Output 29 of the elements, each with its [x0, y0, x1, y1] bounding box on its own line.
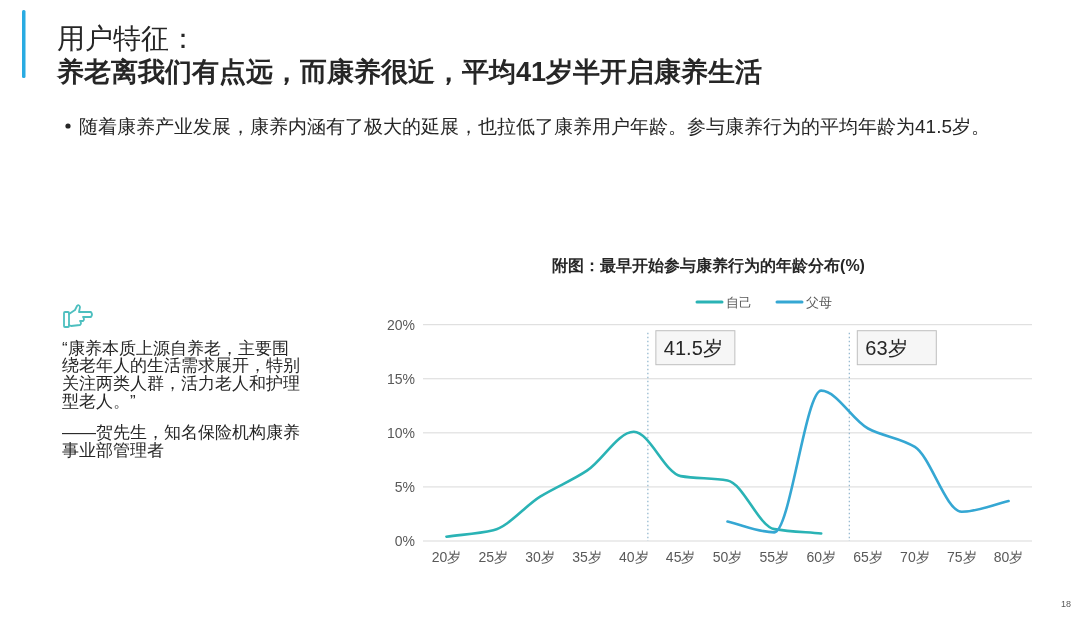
- y-tick-label: 5%: [394, 478, 415, 495]
- ref-line-label: 63岁: [865, 336, 908, 359]
- x-tick-label: 55岁: [759, 549, 790, 565]
- y-tick-label: 0%: [394, 533, 415, 549]
- y-tick-label: 20%: [386, 316, 415, 333]
- ref-line-label: 41.5岁: [663, 336, 723, 359]
- x-tick-label: 60岁: [806, 549, 836, 565]
- x-tick-label: 50岁: [712, 549, 743, 565]
- x-tick-label: 35岁: [572, 549, 602, 565]
- text: 随着康养产业发展，康养内涵有了极大的延展，也拉低了康养用户年龄。参与康养行为的平均年龄为41.5岁。: [79, 115, 990, 137]
- text: 用户特征：: [57, 22, 197, 54]
- x-tick-label: 75岁: [946, 549, 977, 565]
- x-tick-label: 40岁: [619, 549, 649, 565]
- text: 18: [1060, 599, 1072, 609]
- x-tick-label: 45岁: [665, 549, 696, 565]
- legend-label: 父母: [806, 294, 832, 310]
- x-tick-label: 80岁: [993, 549, 1024, 565]
- chart-title: 附图：最早开始参与康养行为的年龄分布(%): [552, 255, 865, 274]
- y-tick-label: 10%: [386, 424, 415, 441]
- y-tick-label: 15%: [386, 370, 415, 387]
- x-tick-label: 25岁: [478, 549, 509, 565]
- x-tick-label: 20岁: [431, 549, 462, 565]
- x-tick-label: 65岁: [853, 549, 883, 565]
- text: “康养本质上源自养老，主要围绕老年人的生活需求展开，特别关注两类人群，活力老人和护理型老人。”: [62, 338, 300, 411]
- legend-label: 自己: [726, 294, 752, 310]
- x-tick-label: 70岁: [900, 549, 930, 565]
- x-tick-label: 30岁: [525, 549, 555, 565]
- text: 养老离我们有点远，而康养很近，平均41岁半开启康养生活: [56, 57, 763, 87]
- text: ——贺先生，知名保险机构康养事业部管理者: [62, 422, 300, 460]
